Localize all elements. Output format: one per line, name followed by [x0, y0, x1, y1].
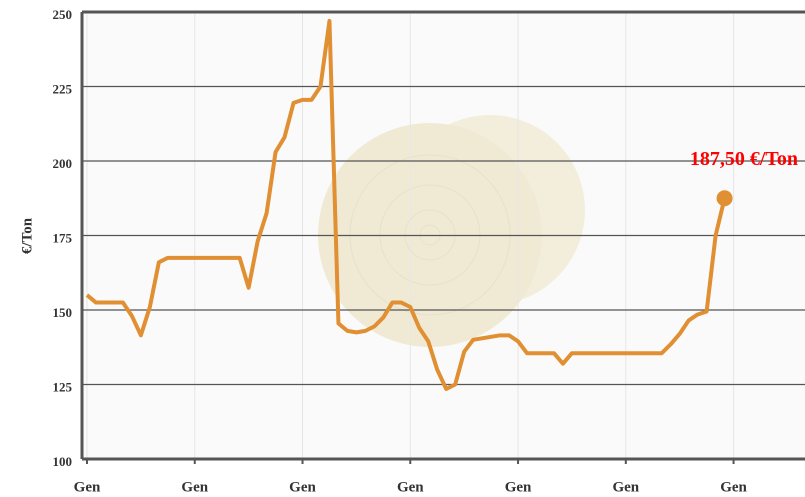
- value-label: 187,50 €/Ton: [690, 148, 798, 170]
- y-tick-label: 100: [53, 454, 73, 469]
- y-tick-label: 200: [53, 156, 73, 171]
- y-axis-label: €/Ton: [19, 217, 35, 254]
- y-tick-label: 225: [53, 81, 73, 96]
- y-tick-label: 125: [53, 379, 73, 394]
- x-tick-label: Gen: [397, 479, 424, 495]
- price-line: [85, 18, 727, 391]
- x-tick-label: Gen: [505, 479, 532, 495]
- x-tick-label: Gen: [720, 479, 747, 495]
- y-tick-label: 175: [53, 230, 73, 245]
- y-tick-label: 150: [53, 305, 73, 320]
- x-tick-label: Gen: [289, 479, 316, 495]
- y-tick-label: 250: [53, 7, 73, 22]
- x-tick-label: Gen: [181, 479, 208, 495]
- last-point: [716, 190, 733, 207]
- x-tick-label: Gen: [612, 479, 639, 495]
- x-tick-label: Gen: [74, 479, 101, 495]
